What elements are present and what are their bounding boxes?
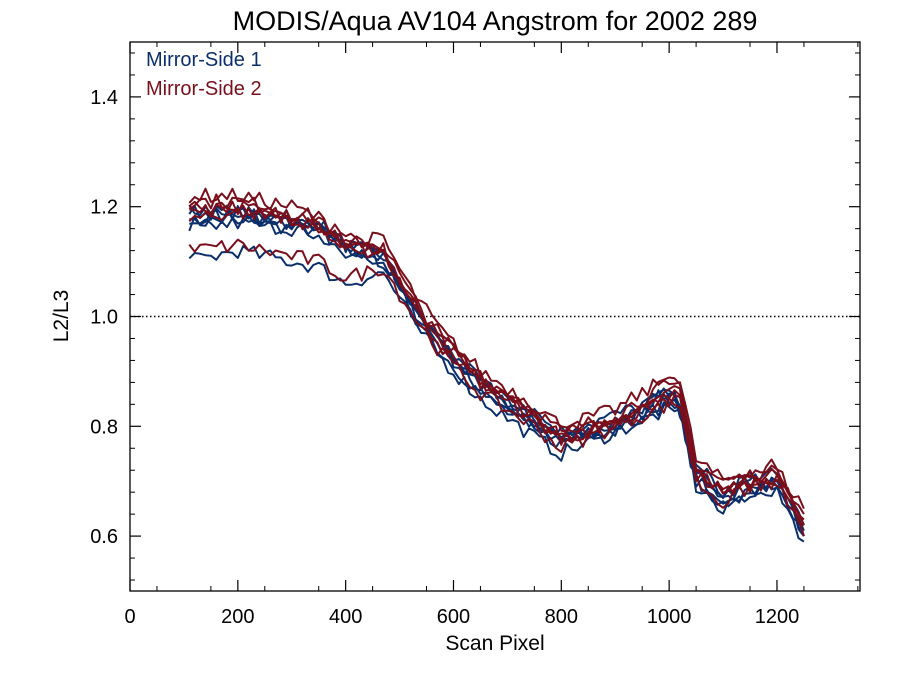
series-2 [188, 187, 805, 537]
y-axis-label: L2/L3 [50, 290, 73, 343]
y-tick-label: 1.4 [90, 87, 118, 109]
series-1-line-2 [188, 204, 805, 531]
series-2-line-4 [188, 187, 805, 510]
x-axis-label: Scan Pixel [445, 632, 544, 655]
series-lines [188, 187, 805, 543]
x-tick-label: 600 [437, 606, 470, 628]
axes: 0 200 400 600 800 1000 1200 0.6 0.8 1.0 1.2 1.4 [90, 42, 860, 628]
series-1 [188, 204, 805, 543]
x-tick-label: 1000 [647, 606, 692, 628]
series-2-line-5 [188, 207, 805, 527]
series-1-line-5 [189, 217, 805, 532]
series-2-line-6 [188, 238, 805, 537]
y-tick-label: 1.0 [90, 307, 118, 329]
legend-mirror-side-1: Mirror-Side 1 [146, 49, 262, 71]
x-tick-label: 200 [221, 606, 254, 628]
x-tick-label: 0 [124, 606, 135, 628]
legend-mirror-side-2: Mirror-Side 2 [146, 78, 262, 100]
y-tick-label: 0.8 [90, 416, 118, 438]
series-2-line-2 [188, 193, 805, 515]
plot-area [129, 41, 861, 592]
y-tick-label: 1.2 [90, 197, 118, 219]
x-tick-label: 800 [545, 606, 578, 628]
chart-title: MODIS/Aqua AV104 Angstrom for 2002 289 [233, 6, 758, 36]
x-tick-label: 400 [329, 606, 362, 628]
series-1-line-4 [188, 204, 805, 537]
y-tick-label: 0.6 [90, 526, 118, 548]
series-1-line-6 [188, 245, 805, 543]
x-tick-label: 1200 [755, 606, 800, 628]
